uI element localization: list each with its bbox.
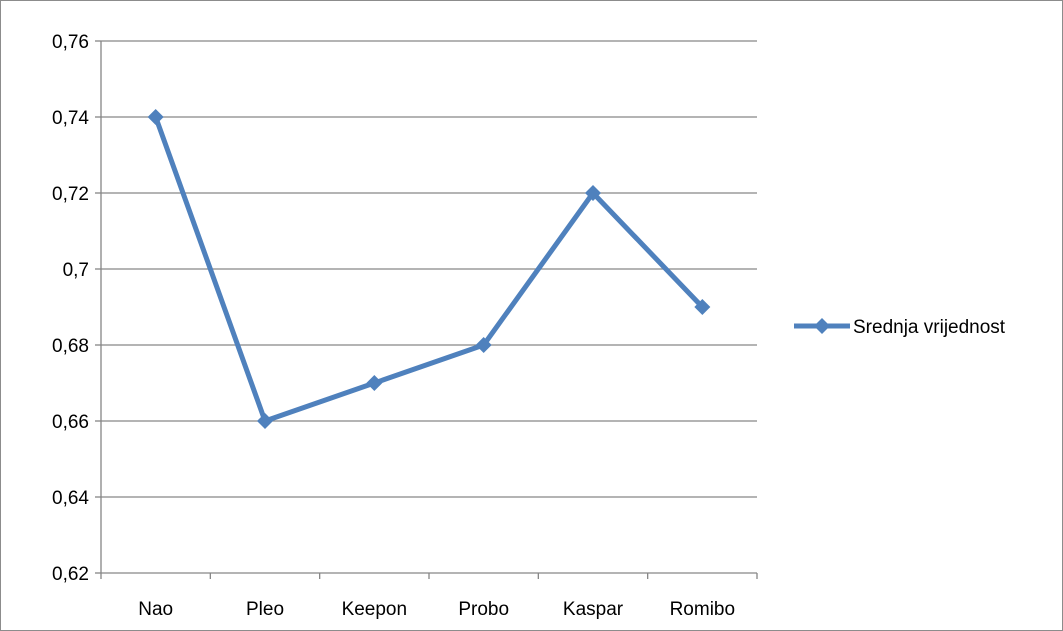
y-tick-label: 0,7 (63, 260, 89, 281)
y-tick-label: 0,62 (52, 564, 89, 585)
axes (95, 40, 758, 579)
y-tick-label: 0,68 (52, 336, 89, 357)
y-tick-label: 0,64 (52, 488, 89, 509)
x-tick-label: Nao (138, 599, 173, 620)
x-tick-label: Romibo (670, 599, 735, 620)
y-tick-label: 0,76 (52, 32, 89, 53)
data-point-marker (694, 299, 711, 315)
y-tick-labels: 0,62 0,64 0,66 0,68 0,7 0,72 0,74 0,76 (52, 32, 89, 585)
x-tick-label: Pleo (246, 599, 284, 620)
legend-marker-diamond (814, 318, 830, 334)
x-tick-label: Probo (458, 599, 509, 620)
data-point-marker (257, 413, 273, 429)
data-point-marker (475, 337, 492, 353)
legend: Srednja vrijednost (794, 317, 1006, 338)
y-tick-label: 0,66 (52, 412, 89, 433)
gridlines (101, 40, 757, 498)
x-tick-labels: Nao Pleo Keepon Probo Kaspar Romibo (138, 599, 735, 620)
data-point-marker (147, 109, 164, 125)
y-tick-label: 0,74 (52, 108, 89, 129)
x-tick-label: Keepon (342, 599, 408, 620)
x-tick-label: Kaspar (563, 599, 624, 620)
series-line (153, 114, 705, 424)
y-tick-label: 0,72 (52, 184, 89, 205)
data-point-marker (585, 185, 601, 201)
series-layer (147, 109, 711, 429)
data-point-marker (366, 375, 383, 391)
legend-label: Srednja vrijednost (853, 317, 1006, 338)
